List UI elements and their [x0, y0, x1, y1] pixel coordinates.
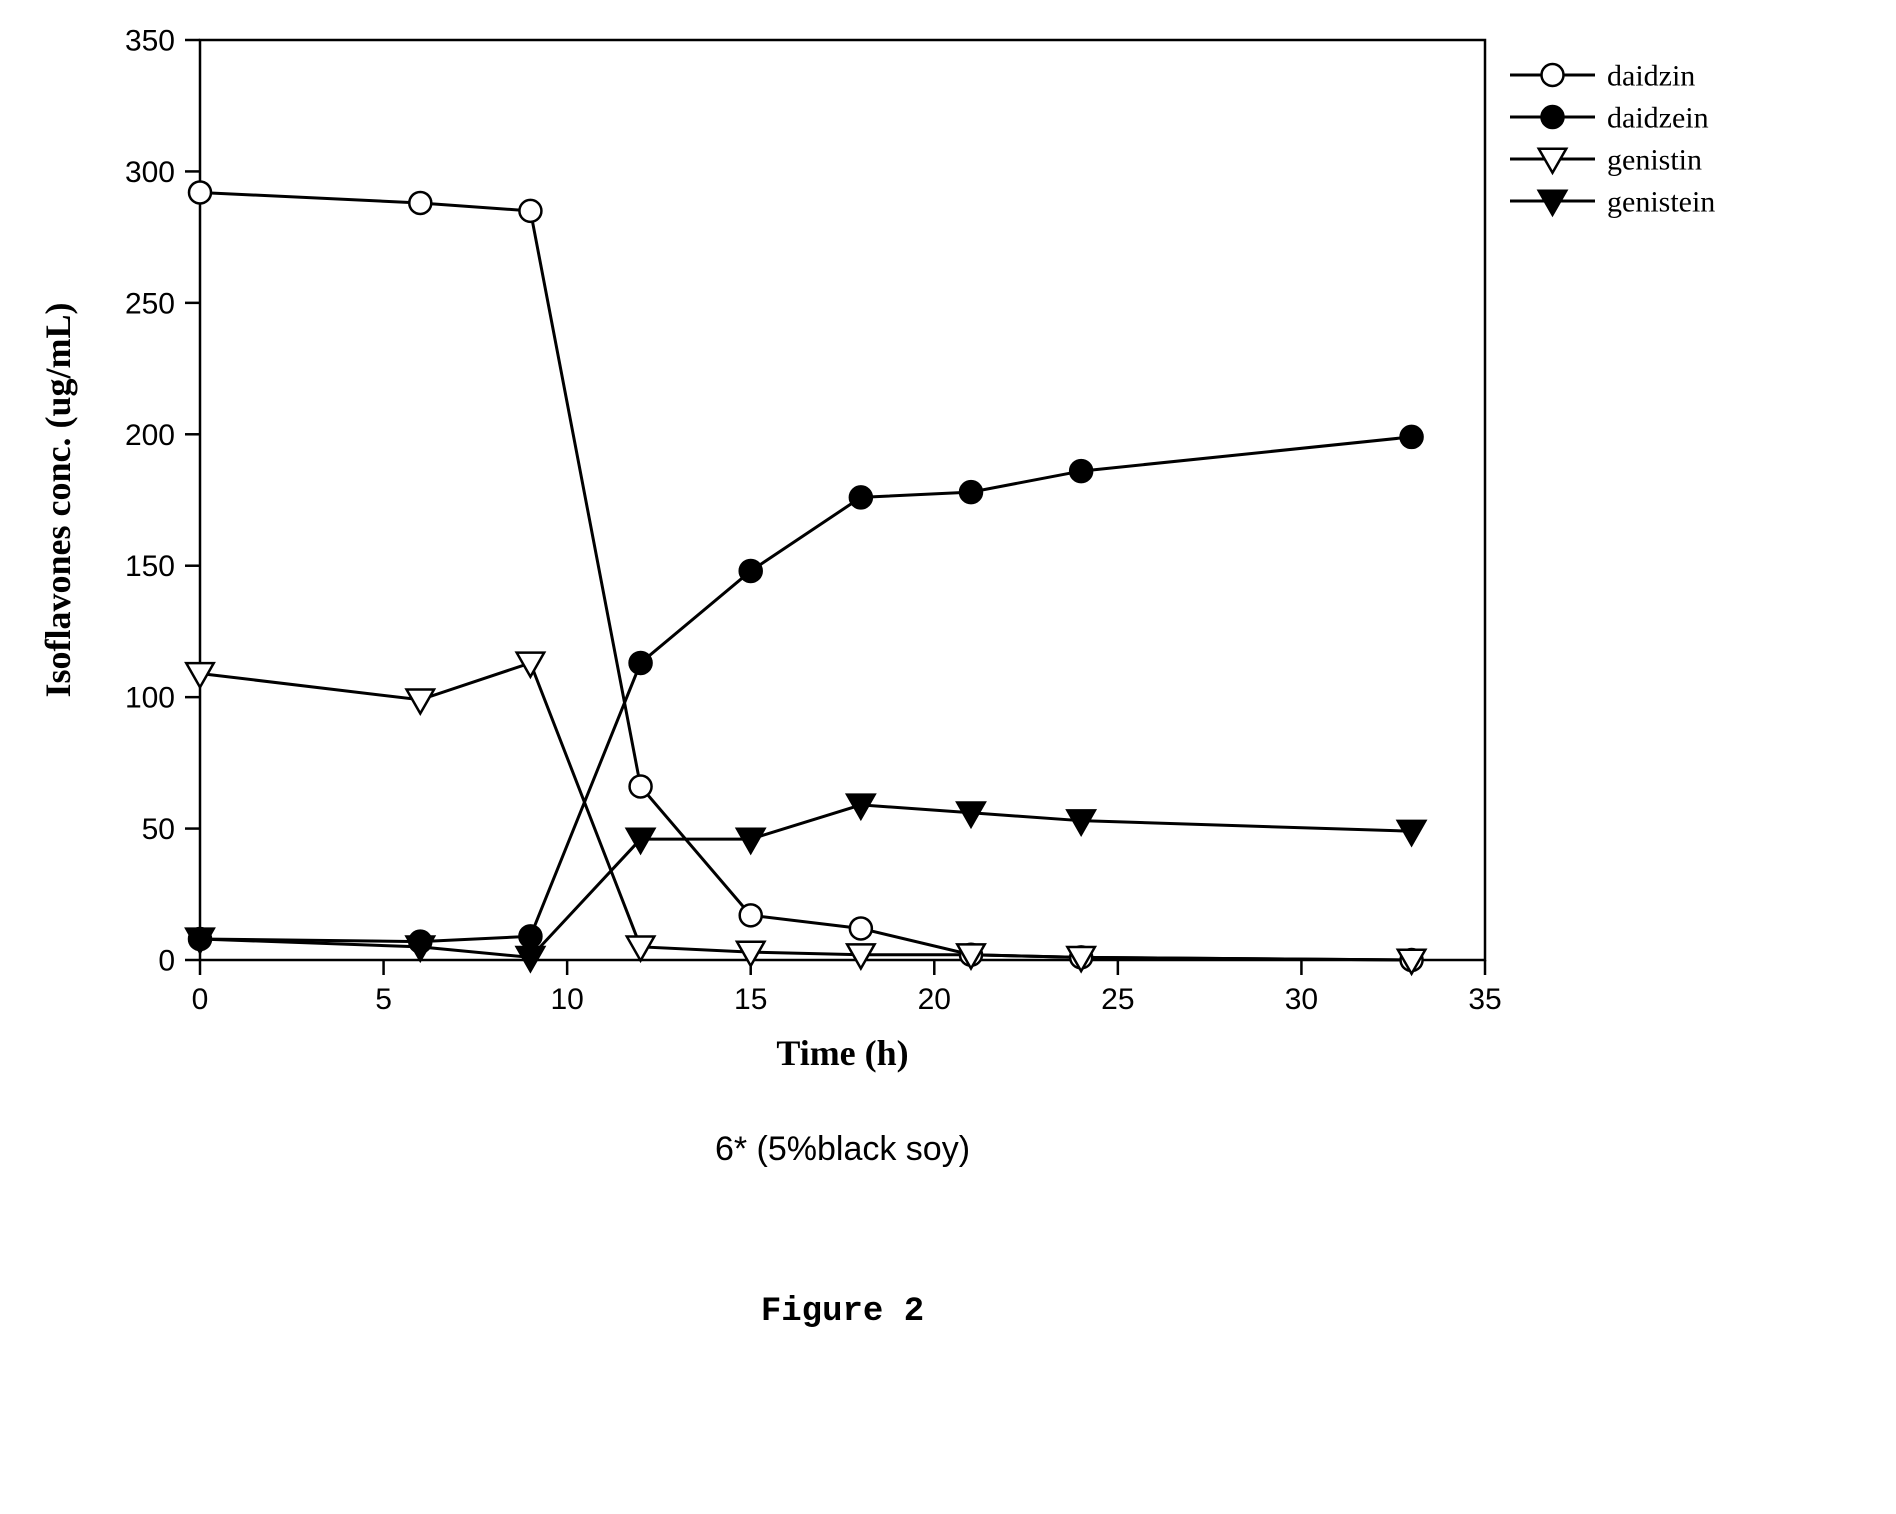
- marker-genistein: [737, 829, 765, 853]
- y-tick-label: 350: [125, 25, 175, 58]
- marker-daidzein: [850, 486, 872, 508]
- series-markers: [186, 181, 1425, 973]
- x-tick-label: 25: [1101, 983, 1134, 1016]
- legend-label-genistein: genistein: [1607, 186, 1715, 219]
- legend-swatch-marker: [1539, 149, 1567, 173]
- y-tick-label: 300: [125, 156, 175, 189]
- marker-daidzein: [740, 560, 762, 582]
- y-tick-label: 50: [142, 813, 175, 846]
- x-tick-label: 5: [375, 983, 392, 1016]
- legend: daidzin daidzein genistin genistein: [1510, 60, 1715, 219]
- y-tick-label: 100: [125, 682, 175, 715]
- x-tick-label: 0: [192, 983, 209, 1016]
- marker-daidzein: [630, 652, 652, 674]
- x-tick-label: 20: [918, 983, 951, 1016]
- marker-genistin: [847, 944, 875, 968]
- marker-daidzein: [1401, 426, 1423, 448]
- marker-daidzin: [519, 200, 541, 222]
- marker-daidzin: [409, 192, 431, 214]
- legend-swatch-marker: [1539, 191, 1567, 215]
- legend-label-genistin: genistin: [1607, 144, 1702, 177]
- x-axis-ticks: 0 5 10 15 20 25 30 35: [192, 960, 1502, 1016]
- plot-area: [200, 40, 1485, 960]
- marker-daidzein: [960, 481, 982, 503]
- x-tick-label: 35: [1468, 983, 1501, 1016]
- y-axis-ticks: 0 50 100 150 200 250 300 350: [125, 25, 200, 978]
- y-tick-label: 150: [125, 550, 175, 583]
- series-line-daidzein: [200, 437, 1412, 942]
- marker-genistin: [407, 689, 435, 713]
- series-lines: [200, 192, 1412, 960]
- marker-daidzein: [519, 925, 541, 947]
- legend-swatch-marker: [1542, 64, 1564, 86]
- marker-daidzin: [630, 776, 652, 798]
- marker-daidzin: [189, 181, 211, 203]
- x-tick-label: 10: [550, 983, 583, 1016]
- legend-swatch-marker: [1542, 106, 1564, 128]
- legend-label-daidzein: daidzein: [1607, 102, 1709, 135]
- series-line-genistin: [200, 663, 1412, 960]
- x-axis-label: Time (h): [776, 1033, 908, 1073]
- series-line-daidzin: [200, 192, 1412, 960]
- legend-label-daidzin: daidzin: [1607, 60, 1695, 93]
- y-tick-label: 0: [158, 945, 175, 978]
- series-line-genistein: [200, 805, 1412, 957]
- marker-daidzein: [1070, 460, 1092, 482]
- y-axis-label: Isoflavones conc. (ug/mL): [38, 303, 78, 698]
- y-tick-label: 250: [125, 287, 175, 320]
- y-tick-label: 200: [125, 419, 175, 452]
- chart-caption: 6* (5%black soy): [715, 1130, 970, 1168]
- chart-figure: 0 5 10 15 20 25 30 35 0 50 100 150 200 250 300 350 dai…: [0, 0, 1896, 1514]
- marker-daidzin: [850, 917, 872, 939]
- marker-genistein: [1398, 821, 1426, 845]
- figure-label: Figure 2: [761, 1293, 924, 1331]
- x-tick-label: 15: [734, 983, 767, 1016]
- x-tick-label: 30: [1285, 983, 1318, 1016]
- marker-daidzin: [740, 904, 762, 926]
